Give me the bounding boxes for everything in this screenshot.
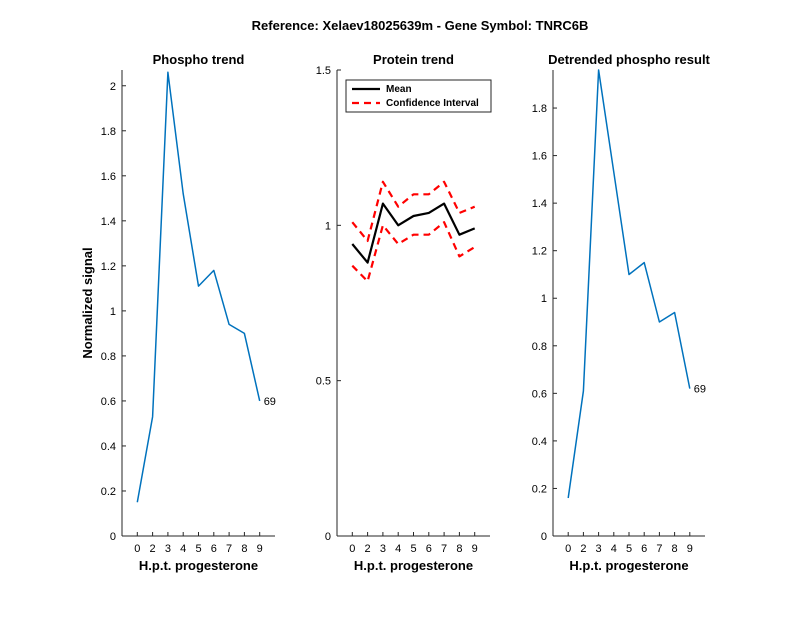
x-tick-label: 8	[456, 543, 462, 555]
y-tick-label: 1	[541, 293, 547, 305]
x-axis-label: H.p.t. progesterone	[354, 558, 473, 573]
y-tick-label: 0.8	[101, 351, 116, 363]
x-tick-label: 2	[365, 543, 371, 555]
x-tick-label: 7	[441, 543, 447, 555]
confidence-interval-line	[351, 221, 476, 283]
x-tick-label: 6	[641, 543, 647, 555]
figure-suptitle: Reference: Xelaev18025639m - Gene Symbol…	[252, 18, 589, 33]
subplot-3: Detrended phospho result 0 0.2 0.4 0.6 0.8 1 1.…	[532, 52, 711, 573]
x-tick-label: 2	[580, 543, 586, 555]
y-axis-label: Normalized signal	[80, 247, 95, 358]
subplot-title: Phospho trend	[153, 52, 245, 67]
x-tick-label: 6	[426, 543, 432, 555]
legend-ci-label: Confidence Interval	[386, 98, 479, 109]
y-tick-label: 1.5	[316, 65, 331, 77]
y-tick-label: 1.8	[532, 103, 547, 115]
subplot-1: Phospho trend 0 0.2 0.4 0.6 0.8 1 1.2 1.4 1.6 1.8 2…	[80, 52, 276, 573]
x-tick-label: 3	[165, 543, 171, 555]
legend-box	[345, 79, 492, 113]
y-tick-label: 0.6	[101, 396, 116, 408]
series-line	[136, 71, 261, 503]
x-tick-label: 4	[611, 543, 617, 555]
x-tick-label: 8	[241, 543, 247, 555]
x-axis-label: H.p.t. progesterone	[139, 558, 258, 573]
x-tick-label: 9	[257, 543, 263, 555]
y-tick-label: 0	[325, 531, 331, 543]
x-tick-label: 0	[565, 543, 571, 555]
y-tick-label: 0.2	[532, 483, 547, 495]
x-tick-label: 7	[656, 543, 662, 555]
subplot-title: Protein trend	[373, 52, 454, 67]
y-tick-label: 0.8	[532, 341, 547, 353]
x-tick-label: 0	[134, 543, 140, 555]
y-tick-label: 0	[110, 531, 116, 543]
y-tick-label: 1	[110, 306, 116, 318]
x-axis-label: H.p.t. progesterone	[569, 558, 688, 573]
x-tick-label: 5	[626, 543, 632, 555]
y-tick-label: 1.4	[532, 198, 547, 210]
x-tick-label: 9	[687, 543, 693, 555]
x-tick-label: 3	[380, 543, 386, 555]
point-annotation: 69	[694, 384, 706, 396]
y-tick-label: 2	[110, 81, 116, 93]
x-tick-label: 0	[349, 543, 355, 555]
y-tick-label: 1.4	[101, 216, 116, 228]
y-tick-label: 1.2	[532, 246, 547, 258]
y-tick-label: 0.2	[101, 486, 116, 498]
x-tick-label: 4	[180, 543, 186, 555]
x-tick-label: 7	[226, 543, 232, 555]
y-tick-label: 0.6	[532, 388, 547, 400]
subplot-title: Detrended phospho result	[548, 52, 710, 67]
x-tick-label: 9	[472, 543, 478, 555]
legend-mean-label: Mean	[386, 84, 412, 95]
x-tick-label: 4	[395, 543, 401, 555]
point-annotation: 69	[264, 396, 276, 408]
confidence-interval-line	[351, 180, 476, 242]
x-tick-label: 5	[410, 543, 416, 555]
mean-line	[351, 202, 476, 264]
y-tick-label: 0.4	[532, 436, 547, 448]
subplot-panels: Phospho trend 0 0.2 0.4 0.6 0.8 1 1.2 1.4 1.6 1.8 2…	[80, 52, 711, 573]
y-tick-label: 1.2	[101, 261, 116, 273]
y-tick-label: 1	[325, 220, 331, 232]
series-line	[567, 69, 691, 499]
y-tick-label: 0	[541, 531, 547, 543]
x-tick-label: 3	[596, 543, 602, 555]
y-tick-label: 1.6	[532, 151, 547, 163]
y-tick-label: 0.5	[316, 376, 331, 388]
x-tick-label: 8	[672, 543, 678, 555]
legend: Mean Confidence Interval	[345, 79, 492, 113]
y-tick-label: 1.6	[101, 171, 116, 183]
x-tick-label: 2	[150, 543, 156, 555]
y-tick-label: 0.4	[101, 441, 116, 453]
x-tick-label: 6	[211, 543, 217, 555]
y-tick-label: 1.8	[101, 126, 116, 138]
x-tick-label: 5	[195, 543, 201, 555]
